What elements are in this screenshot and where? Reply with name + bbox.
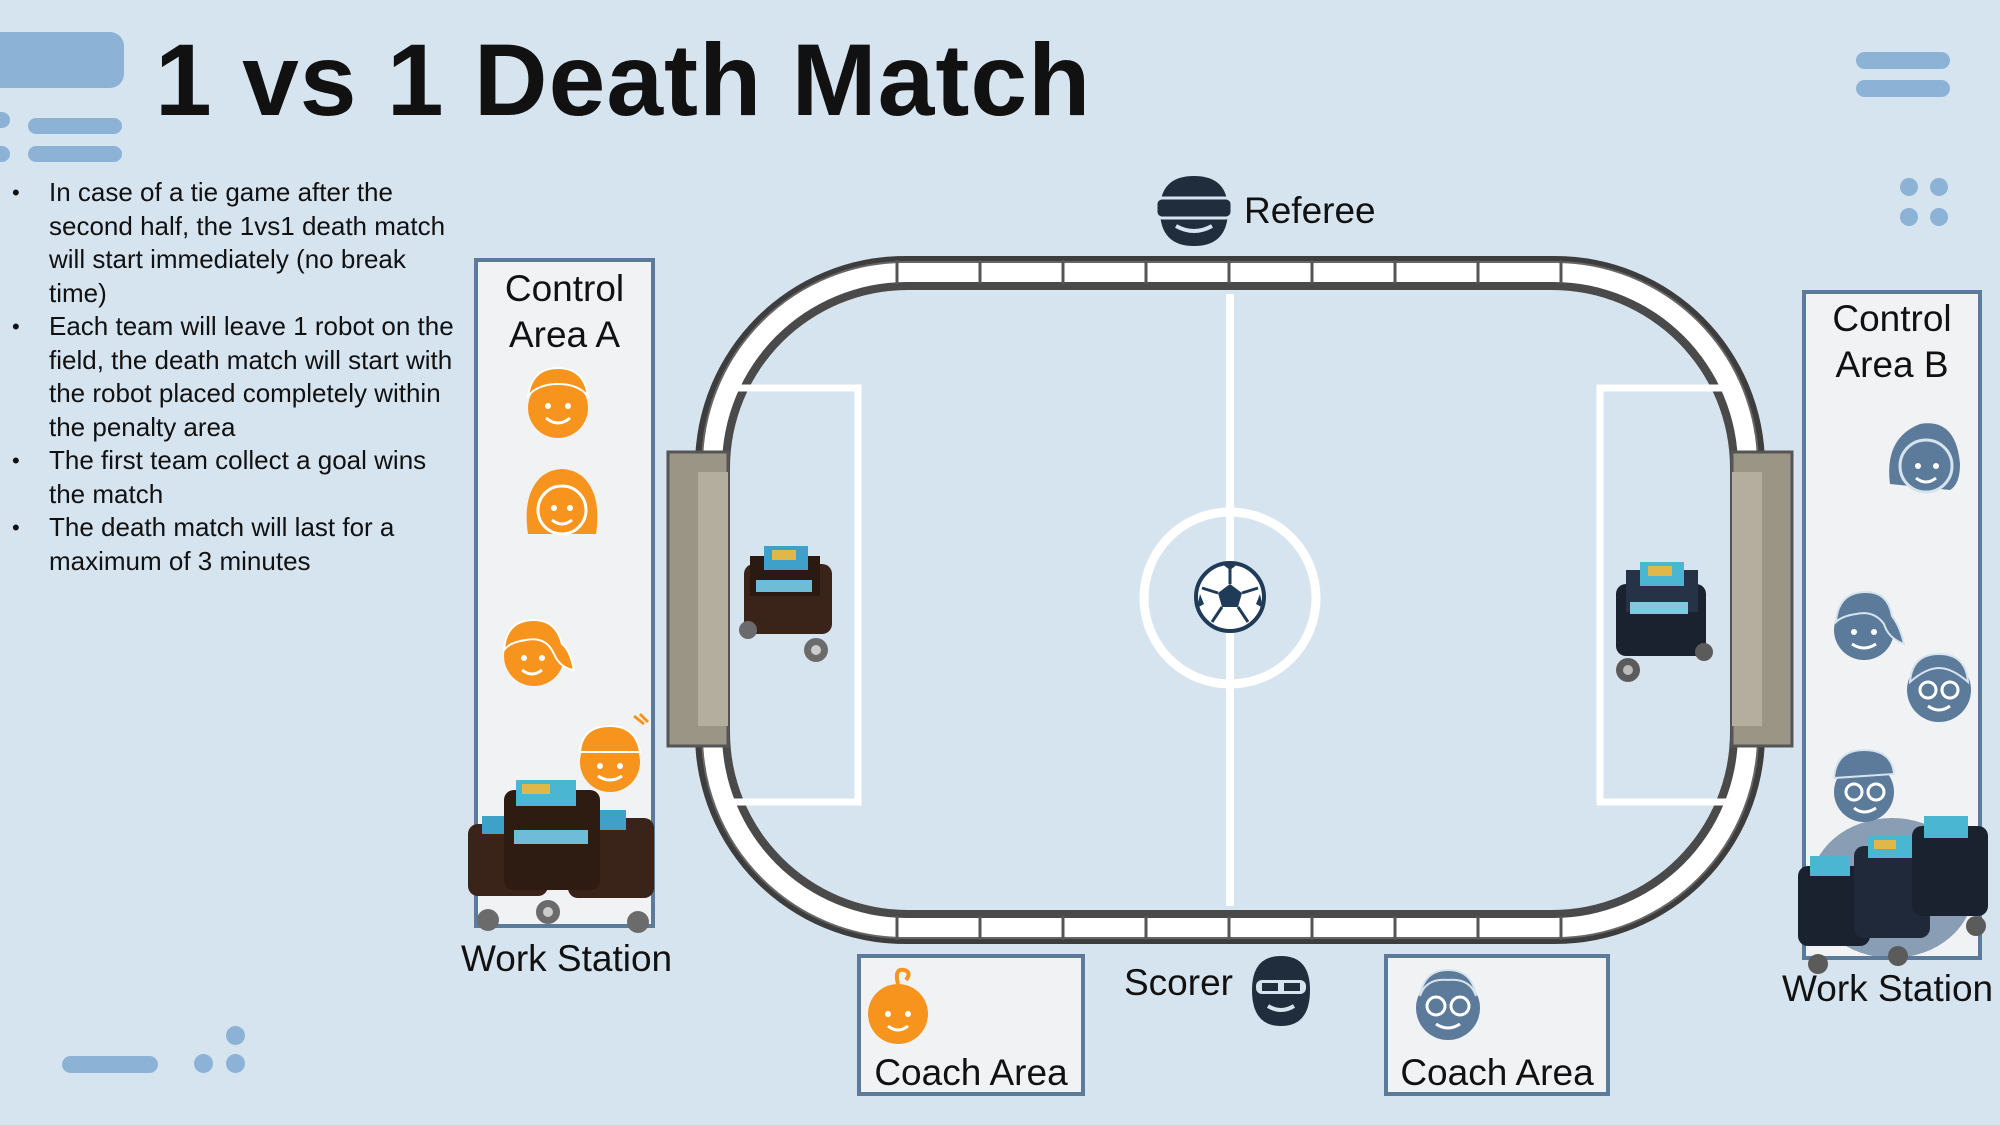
coach-area-a-label: Coach Area [874,1052,1068,1093]
work-station-a-label: Work Station [461,938,673,979]
scorer-icon [1252,956,1310,1026]
control-area-b-label: Control Area B [1806,296,1978,388]
person-icon [1834,590,1906,660]
scorer-label: Scorer [1124,962,1233,1003]
decor-dot [1930,208,1948,226]
person-icon [526,469,598,536]
decor-dot [0,112,10,128]
robot-icon [1854,836,1930,966]
page-title: 1 vs 1 Death Match [155,23,1092,137]
soccer-ball-icon [1194,561,1266,633]
decor-dot [1930,178,1948,196]
center-circle [1139,507,1321,689]
decor-dot [0,146,10,162]
robot-icon [739,546,832,662]
coach-area-b-label: Coach Area [1400,1052,1594,1093]
person-icon [1907,652,1971,722]
decor-dot [1900,208,1918,226]
person-icon [1416,968,1480,1040]
person-icon [868,967,928,1044]
person-icon [1889,423,1960,494]
decor-bar [1856,80,1950,97]
decor-bar [28,146,122,162]
penalty-area-right [1596,384,1730,806]
person-icon [526,366,590,438]
work-station-a-robots [468,780,654,933]
control-area-a-label: Control Area A [478,266,651,358]
person-icon [578,712,650,792]
wall-segments [895,260,1563,940]
goal-right-inner [1732,472,1762,726]
rules-list: In case of a tie game after the second h… [8,176,458,578]
decor-bar [62,1056,158,1073]
decor-dot [1900,178,1918,196]
robot-icon [1616,562,1713,682]
decor-dot [194,1054,213,1073]
robot-icon [504,780,600,924]
robot-icon [1798,856,1870,974]
work-station-b-robots [1798,816,1988,974]
person-icon [502,618,576,686]
rule-item: The first team collect a goal wins the m… [8,444,458,511]
decor-dot [226,1054,245,1073]
decor-dot [226,1026,245,1045]
rule-item: In case of a tie game after the second h… [8,176,458,310]
soccer-field [666,256,1794,944]
goal-left-inner [698,472,728,726]
person-icon [1832,748,1896,822]
control-area-a-label-line2: Area A [508,314,621,355]
decor-bar [0,32,124,88]
referee-icon [1154,176,1234,246]
referee-label: Referee [1244,190,1376,231]
decor-bar [1856,52,1950,69]
rule-item: Each team will leave 1 robot on the fiel… [8,310,458,444]
decor-bar [28,118,122,134]
robot-icon [1912,816,1988,936]
rule-item: The death match will last for a maximum … [8,511,458,578]
work-station-b-label: Work Station [1782,968,1994,1009]
control-area-b-label-line2: Area B [1835,344,1949,385]
control-area-a-label-line1: Control [504,268,625,309]
control-area-b-label-line1: Control [1832,298,1952,339]
penalty-area-left [730,384,862,806]
